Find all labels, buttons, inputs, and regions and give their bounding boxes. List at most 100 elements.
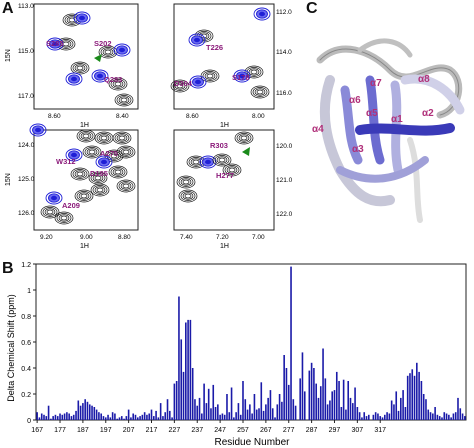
x-tick-label: 257 (237, 427, 249, 434)
x-tick: 8.60 (186, 113, 199, 120)
bar (274, 417, 276, 420)
bar (450, 417, 452, 420)
bar (294, 405, 297, 420)
panel-frame (173, 129, 275, 231)
x-tick-label: 167 (31, 427, 43, 434)
x-tick: 7.40 (180, 234, 193, 241)
x-tick: 9.00 (80, 234, 93, 241)
x-tick-label: 187 (77, 427, 89, 434)
helix-label: α4 (312, 124, 324, 135)
x-tick-label: 177 (54, 427, 66, 434)
bar (136, 417, 139, 420)
bar (448, 414, 450, 420)
x-tick-label: 277 (283, 427, 295, 434)
x-axis-label: 1H (80, 243, 89, 250)
x-tick: 9.20 (40, 234, 53, 241)
bar (244, 399, 247, 420)
bar (217, 404, 219, 420)
y-tick-label: 1.2 (21, 262, 31, 269)
bar (292, 399, 295, 420)
bar (285, 368, 288, 420)
bar (95, 409, 98, 420)
bar (381, 417, 384, 420)
x-tick: 7.00 (252, 234, 265, 241)
bar (159, 403, 162, 420)
helix-label: α3 (352, 144, 364, 155)
x-tick-label: 297 (329, 427, 341, 434)
x-tick: 8.60 (48, 113, 61, 120)
y-tick: 124.0 (18, 142, 35, 149)
bar (379, 416, 382, 420)
x-tick: 8.40 (116, 113, 129, 120)
bar (125, 416, 128, 420)
bar (269, 390, 272, 420)
bar (338, 381, 340, 420)
bar (61, 414, 64, 420)
peak-label: Q283 (104, 75, 122, 84)
bar (335, 371, 338, 420)
bar (196, 405, 199, 420)
bar (445, 413, 448, 420)
x-tick-label: 207 (123, 427, 135, 434)
helix-label: α8 (418, 74, 430, 85)
bar (210, 408, 212, 420)
bar (180, 339, 183, 420)
x-tick-label: 287 (306, 427, 318, 434)
bar (331, 391, 333, 420)
bar (283, 355, 285, 420)
bar (157, 417, 160, 420)
bar (72, 414, 75, 420)
bar (464, 416, 466, 420)
helix-label: α7 (370, 78, 382, 89)
bar (434, 407, 436, 420)
bar (228, 412, 231, 420)
bar (59, 413, 61, 420)
helix-label: α6 (349, 95, 361, 106)
bar (461, 413, 464, 420)
bar (418, 371, 420, 420)
bar (169, 410, 171, 420)
bar (212, 384, 215, 420)
helix-label: α2 (422, 108, 434, 119)
bar (230, 387, 233, 420)
bar (349, 397, 352, 420)
bar (201, 413, 203, 420)
bar (329, 400, 331, 420)
bar (233, 417, 235, 420)
bar (45, 416, 48, 420)
bar (152, 416, 155, 420)
peak-label: S178 (232, 73, 250, 82)
x-tick-label: 217 (146, 427, 158, 434)
bar (100, 413, 102, 420)
bar (427, 409, 430, 420)
panel-frame (33, 129, 139, 231)
bar (98, 412, 100, 420)
bar (38, 417, 41, 420)
bar (249, 404, 251, 420)
x-tick-label: 247 (214, 427, 226, 434)
bar (260, 382, 263, 420)
bar (402, 390, 404, 420)
bar (459, 408, 462, 420)
bar (123, 418, 125, 420)
bar (219, 414, 221, 420)
bar (409, 373, 411, 420)
bar (287, 384, 290, 420)
y-axis-label: 15N (5, 49, 12, 62)
bar (242, 381, 244, 420)
nmr-panel-2: T226 D304 S178 112.0 114.0 116.0 8.60 8.… (170, 3, 292, 129)
bar (226, 394, 228, 420)
x-tick-label: 197 (100, 427, 112, 434)
y-tick-label: 0 (27, 418, 31, 425)
bar (299, 378, 301, 420)
bar (82, 403, 84, 420)
nmr-panel-3: W312 A275 D195 A209 124.0 125.0 126.0 9.… (5, 123, 139, 250)
bar (454, 412, 457, 420)
bar (239, 414, 242, 420)
bar (278, 394, 281, 420)
bar (319, 386, 322, 420)
x-tick-label: 317 (374, 427, 386, 434)
bar (457, 397, 459, 420)
bar (132, 413, 135, 420)
helix-label: α5 (366, 108, 378, 119)
